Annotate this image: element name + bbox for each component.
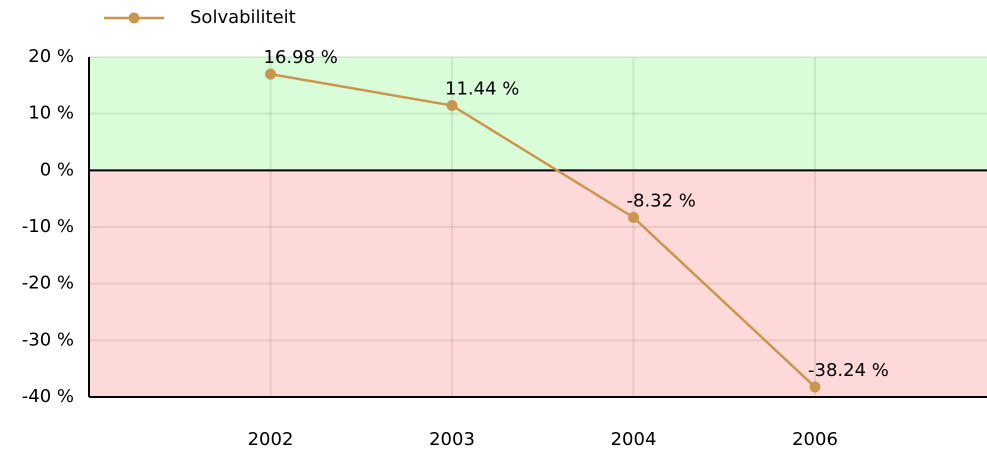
negative-zone [89,170,987,397]
y-tick-label: -10 % [22,216,74,237]
x-tick-label: 2002 [248,429,294,450]
y-tick-label: 20 % [28,46,74,67]
positive-zone [89,57,987,171]
point [809,381,821,393]
y-tick-label: -40 % [22,386,74,407]
point [628,211,639,223]
data-label: -8.32 % [627,190,696,211]
data-label: -38.24 % [808,360,889,381]
data-label: 16.98 % [264,47,338,68]
y-tick-label: 0 % [40,159,74,180]
x-tick-label: 2003 [429,429,475,450]
x-tick-label: 2006 [792,429,838,450]
y-tick-label: -30 % [22,329,74,350]
point [446,100,458,112]
data-label: 11.44 % [445,79,519,100]
x-tick-label: 2004 [611,429,657,450]
legend-marker [128,12,140,24]
y-tick-label: -20 % [22,273,74,294]
y-tick-label: 10 % [28,103,74,124]
point [265,68,276,80]
line [270,72,816,388]
legend-label: Solvabiliteit [190,7,296,28]
